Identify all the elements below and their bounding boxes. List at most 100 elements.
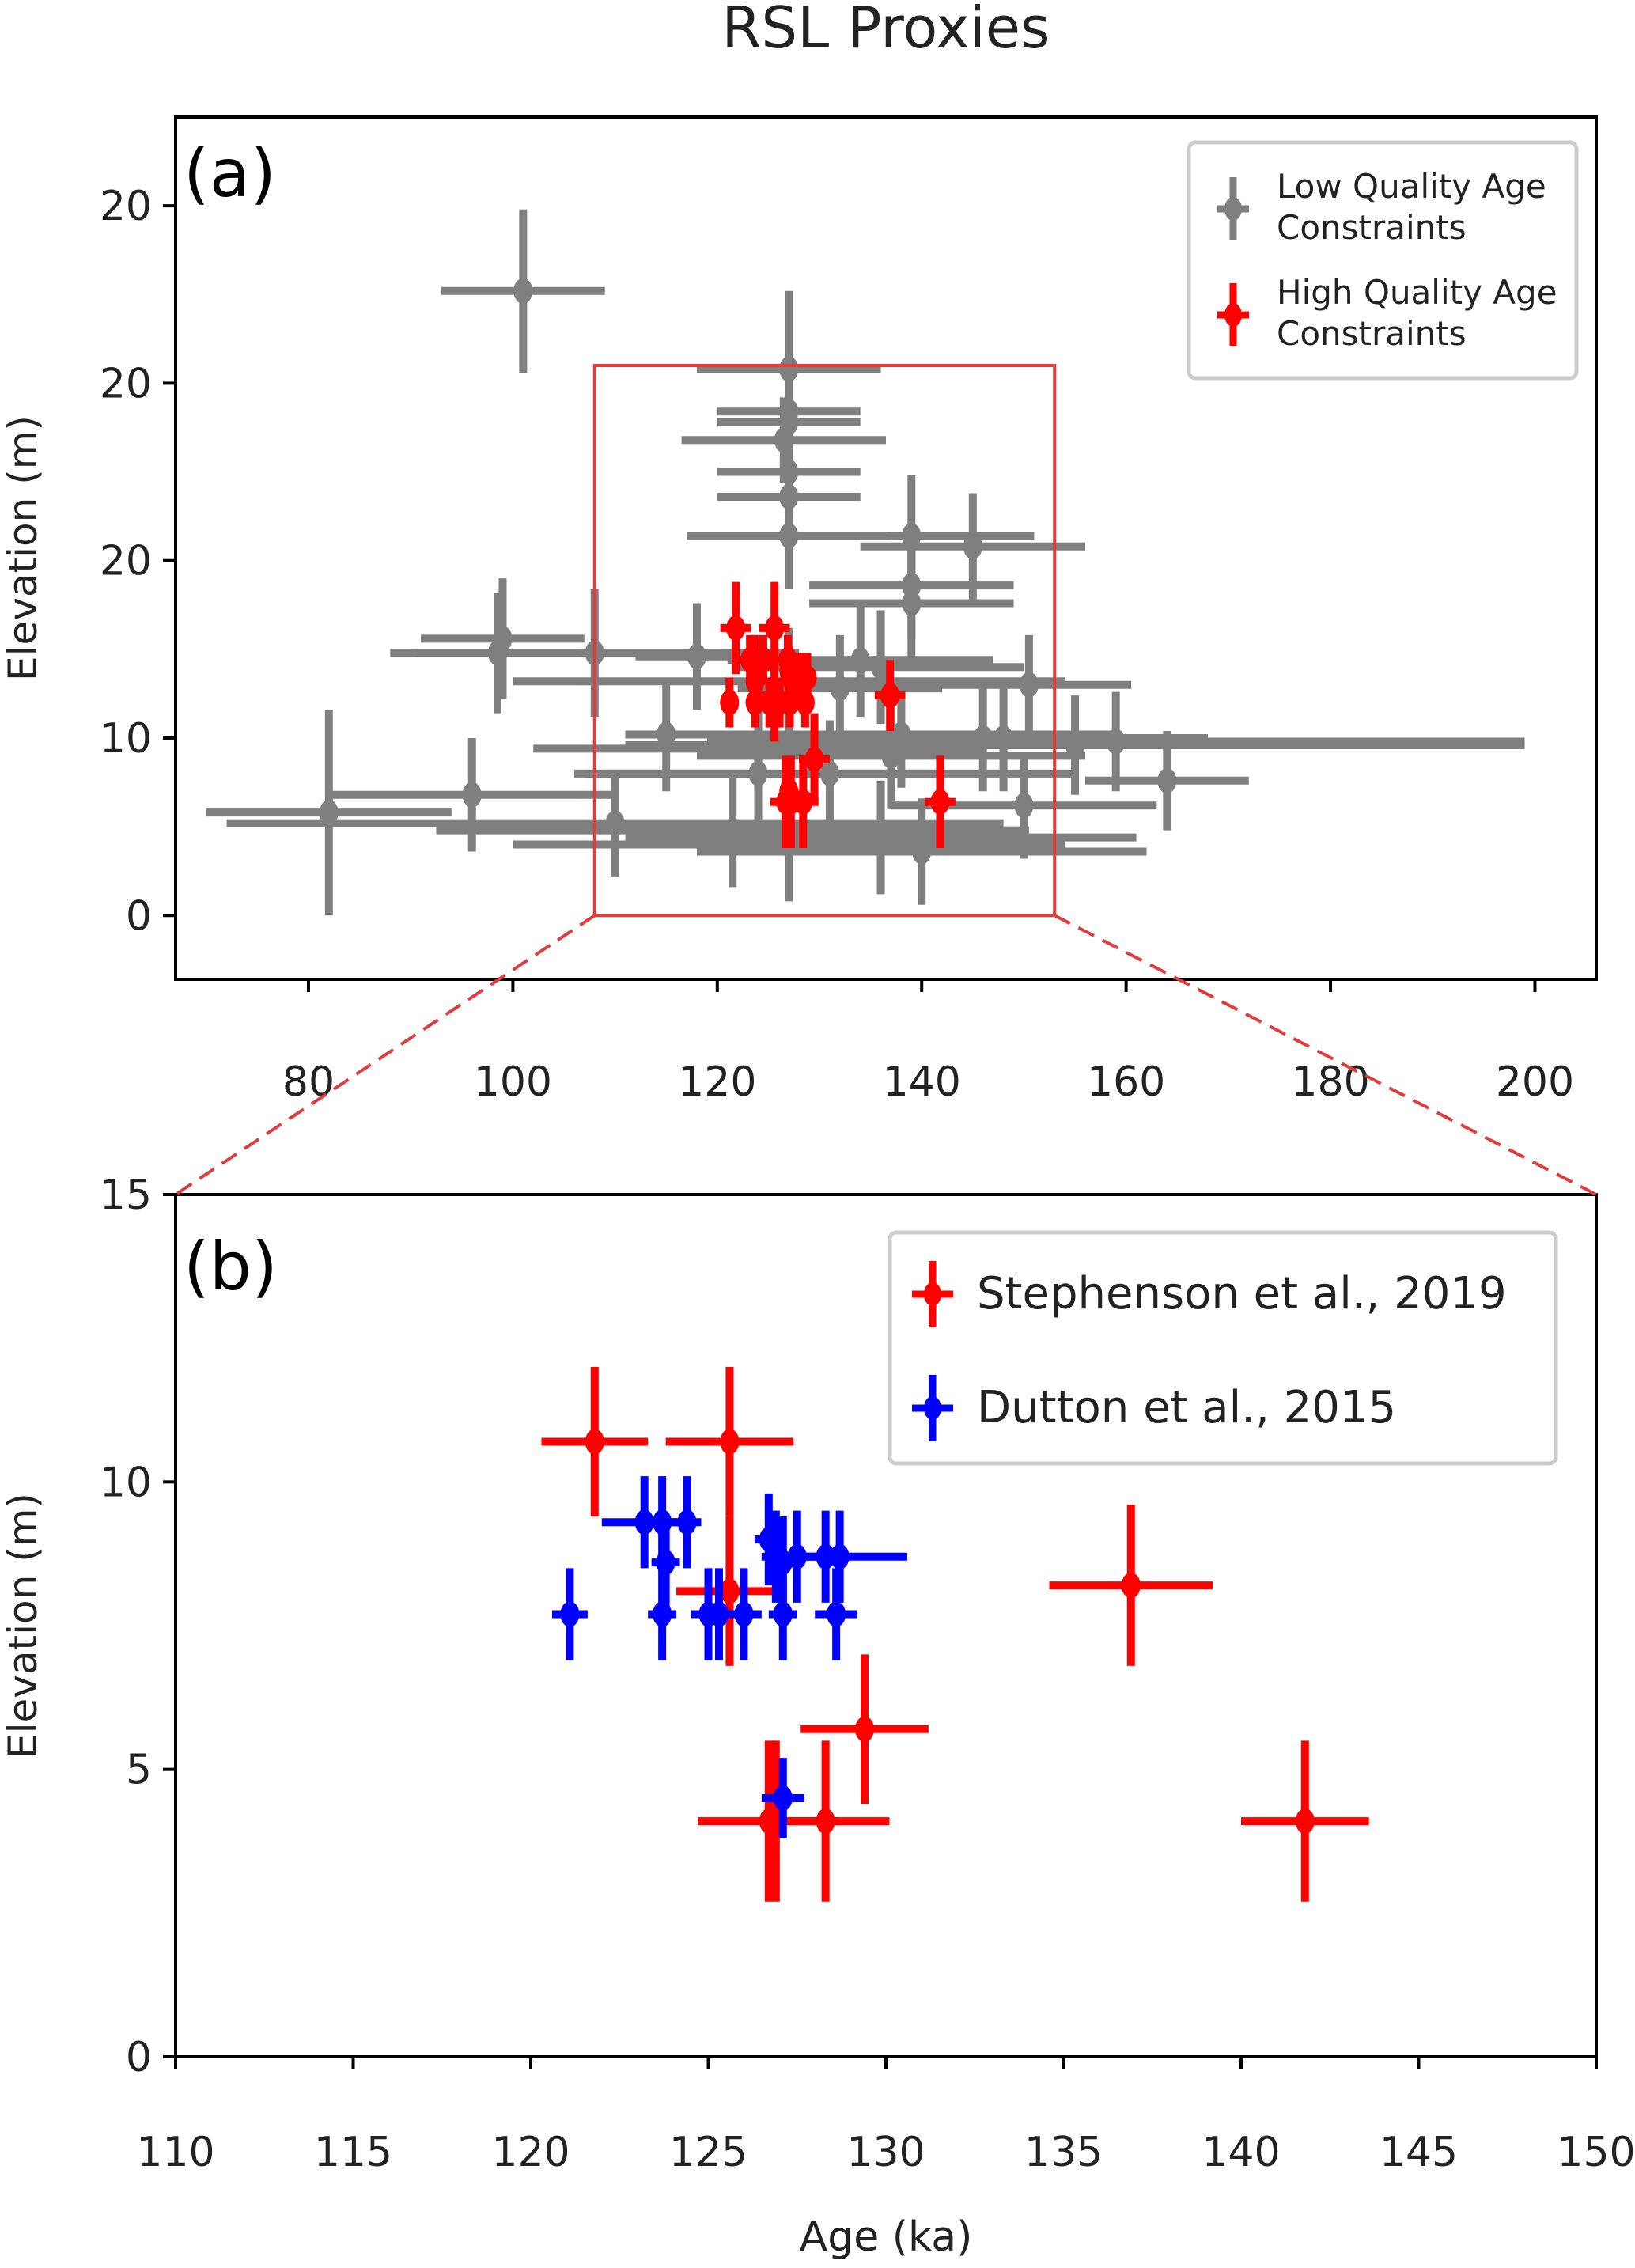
data-point (930, 789, 950, 815)
data-point (634, 1509, 654, 1535)
y-tick-label: 20 (100, 538, 152, 585)
series-2 (720, 581, 956, 849)
data-point (855, 1716, 875, 1742)
x-tick-label: 140 (883, 1058, 961, 1106)
legend-label: Low Quality Age (1277, 167, 1546, 206)
legend-marker-dot (1224, 197, 1242, 221)
legend-label: Dutton et al., 2015 (977, 1382, 1396, 1433)
y-axis-label: Elevation (m) (0, 1493, 46, 1759)
data-point (319, 799, 339, 826)
x-tick-label: 120 (678, 1058, 756, 1106)
x-tick-label: 145 (1380, 2129, 1458, 2176)
data-point (1121, 1572, 1141, 1599)
y-tick-label: 15 (100, 1172, 152, 1219)
data-point (657, 721, 676, 748)
data-point (1014, 793, 1034, 819)
plot-area (206, 209, 1525, 916)
y-tick-label: 10 (100, 1459, 152, 1506)
data-point (560, 1601, 580, 1627)
data-point (720, 1578, 740, 1604)
data-point (677, 1509, 697, 1535)
x-tick-label: 140 (1202, 2129, 1280, 2176)
data-point (902, 590, 922, 616)
y-tick-label: 0 (126, 892, 152, 940)
data-point (513, 278, 533, 304)
x-tick-label: 80 (282, 1058, 335, 1106)
data-point (804, 746, 824, 773)
data-point (871, 654, 891, 680)
y-tick-label: 20 (100, 360, 152, 407)
data-point (881, 743, 901, 769)
x-tick-label: 100 (474, 1058, 552, 1106)
connector-line-left (174, 914, 596, 1196)
x-tick-label: 125 (669, 2129, 747, 2176)
data-point (709, 1601, 729, 1627)
data-point (827, 1601, 846, 1627)
x-axis-label: Age (ka) (800, 2213, 973, 2261)
panel-label: (a) (184, 134, 276, 212)
axes-frame (174, 115, 1598, 981)
legend-box (1187, 140, 1579, 381)
x-tick-label: 180 (1291, 1058, 1369, 1106)
data-point (773, 1601, 793, 1627)
x-tick-label: 115 (314, 2129, 392, 2176)
data-point (779, 778, 799, 805)
data-point (748, 760, 768, 787)
legend-label: Constraints (1277, 208, 1467, 247)
panel-b: 0 5 10 15 110 115 120 125 130 135 140 145 150 Elevati… (0, 1172, 1635, 2261)
legend-marker-dot (924, 1396, 941, 1420)
x-tick-label: 200 (1496, 1058, 1574, 1106)
data-point (780, 689, 800, 716)
data-point (773, 1785, 793, 1812)
x-tick-label: 150 (1557, 2129, 1635, 2176)
data-point (765, 615, 785, 642)
data-point (1295, 1808, 1315, 1834)
data-point (912, 839, 932, 865)
legend: Stephenson et al., 2019 Dutton et al., 20… (888, 1230, 1558, 1466)
y-tick-label: 10 (100, 715, 152, 763)
data-point (726, 615, 746, 642)
inset-connector-lines (174, 914, 1597, 1196)
legend-label: Constraints (1277, 314, 1467, 353)
panel-label: (b) (184, 1228, 278, 1305)
data-point (745, 689, 765, 716)
x-tick-label: 135 (1024, 2129, 1103, 2176)
data-point (963, 533, 982, 559)
data-point (687, 643, 706, 670)
data-point (734, 1601, 754, 1627)
plot-area (541, 1367, 1369, 1902)
data-point (880, 682, 900, 709)
data-point (720, 1429, 740, 1455)
legend-marker-dot (1224, 303, 1242, 327)
data-point (720, 689, 740, 716)
connector-line-right (1054, 914, 1597, 1196)
data-point (585, 1429, 604, 1455)
legend-marker-dot (924, 1282, 941, 1306)
x-tick-label: 130 (846, 2129, 925, 2176)
data-point (1157, 767, 1177, 794)
legend-label: Stephenson et al., 2019 (977, 1268, 1507, 1320)
data-point (830, 1543, 850, 1570)
y-tick-label: 0 (126, 2034, 152, 2081)
data-point (816, 1808, 835, 1834)
data-point (1065, 732, 1085, 759)
x-tick-label: 160 (1087, 1058, 1165, 1106)
data-point (723, 817, 743, 843)
legend-box (888, 1230, 1558, 1466)
zoom-inset-box (592, 363, 1057, 918)
x-tick-label: 110 (136, 2129, 214, 2176)
panel-a: 0 10 20 20 20 80 100 120 140 160 180 200 Elevation (… (0, 115, 1598, 1106)
x-tick-label: 120 (491, 2129, 570, 2176)
series-2 (551, 1476, 907, 1838)
data-point (462, 782, 482, 808)
data-point (795, 689, 815, 716)
legend-label: High Quality Age (1277, 273, 1557, 312)
y-tick-label: 5 (126, 1747, 152, 1794)
figure-title: RSL Proxies (721, 0, 1050, 61)
y-axis-label: Elevation (m) (0, 415, 46, 681)
y-tick-label: 20 (100, 183, 152, 230)
data-point (793, 789, 813, 815)
data-point (653, 1601, 672, 1627)
